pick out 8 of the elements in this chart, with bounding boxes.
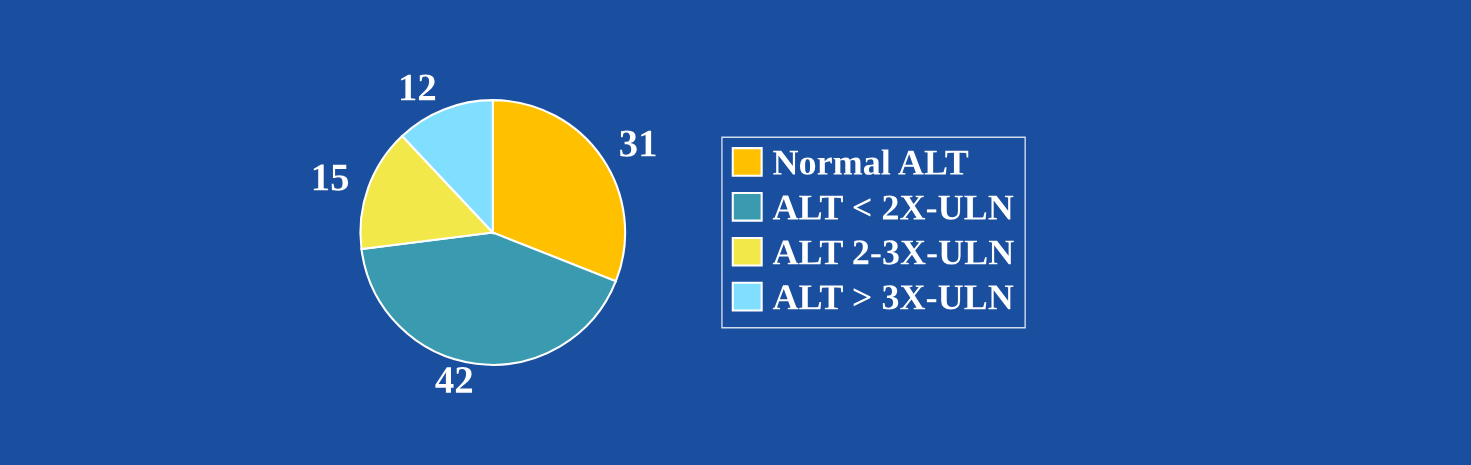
data-label: 42 (435, 367, 473, 393)
legend-label: ALT 2-3X-ULN (772, 240, 1014, 265)
legend-label: ALT > 3X-ULN (772, 285, 1014, 310)
legend-label: ALT < 2X-ULN (772, 195, 1014, 220)
data-label: 12 (400, 74, 436, 101)
data-label: 31 (620, 130, 656, 157)
data-label: 15 (313, 164, 349, 191)
legend-label: Normal ALT (773, 149, 969, 175)
